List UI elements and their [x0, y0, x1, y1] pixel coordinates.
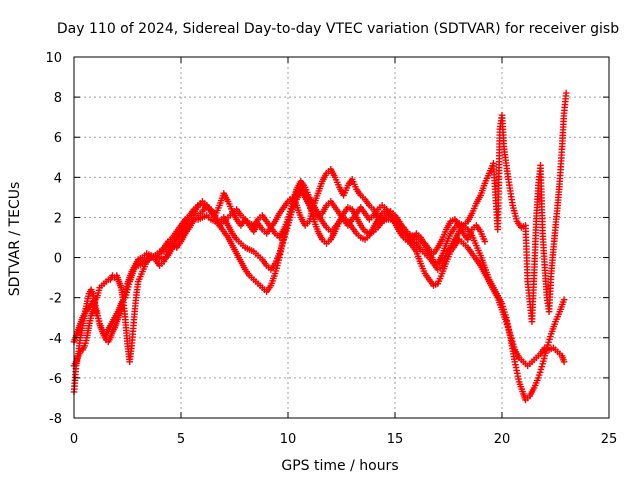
data-point-marker — [562, 89, 570, 97]
x-tick-label: 5 — [177, 432, 185, 447]
data-point-marker — [560, 358, 568, 366]
y-tick-label: -2 — [49, 292, 62, 307]
axes: 0 5 10 15 20 25 -8 -6 -4 -2 0 2 4 6 8 10 — [45, 51, 617, 447]
data-markers — [70, 89, 570, 404]
y-tick-label: -8 — [49, 412, 62, 427]
y-axis-label: SDTVAR / TECUs — [7, 182, 23, 297]
y-tick-label: -4 — [49, 332, 62, 347]
y-tick-label: -6 — [49, 372, 62, 387]
x-tick-label: 25 — [601, 432, 618, 447]
y-tick-label: 4 — [54, 171, 62, 186]
grid-lines — [74, 57, 609, 418]
x-tick-label: 20 — [494, 432, 511, 447]
series-track-c — [70, 178, 568, 404]
plot-frame — [73, 56, 610, 419]
x-tick-label: 10 — [280, 432, 297, 447]
data-point-marker — [481, 238, 489, 245]
data-point-marker — [560, 296, 568, 303]
y-tick-label: 0 — [54, 252, 62, 267]
series-track-d — [134, 188, 489, 269]
chart-title: Day 110 of 2024, Sidereal Day-to-day VTE… — [57, 21, 619, 37]
y-tick-label: 6 — [54, 131, 62, 146]
x-axis-label: GPS time / hours — [281, 458, 398, 474]
x-tick-label: 0 — [70, 432, 78, 447]
y-tick-label: 10 — [45, 51, 62, 66]
y-tick-label: 8 — [54, 91, 62, 106]
x-tick-label: 15 — [387, 432, 404, 447]
y-tick-label: 2 — [54, 211, 62, 226]
